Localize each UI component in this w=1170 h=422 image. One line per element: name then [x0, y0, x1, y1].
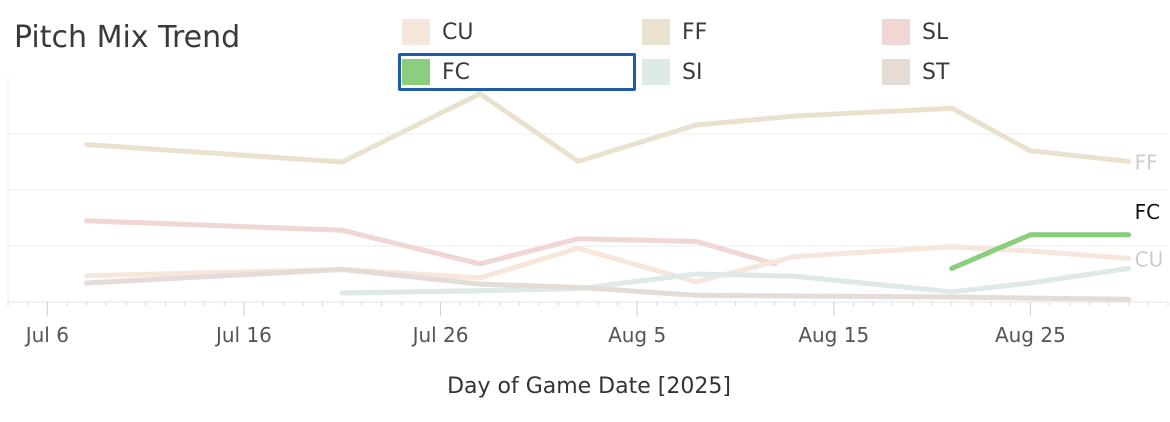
series-end-label-ff: FF	[1135, 150, 1158, 174]
chart-title: Pitch Mix Trend	[14, 20, 241, 55]
series-end-label-fc: FC	[1135, 200, 1160, 224]
legend-label: CU	[442, 19, 474, 45]
legend-item-sl[interactable]: SL	[878, 13, 1116, 51]
x-tick-label: Aug 25	[995, 323, 1066, 347]
legend-swatch	[402, 59, 430, 85]
x-tick-label: Jul 6	[24, 323, 69, 347]
legend-label: FF	[682, 19, 708, 45]
legend-item-cu[interactable]: CU	[398, 13, 636, 51]
x-tick-label: Aug 5	[608, 323, 666, 347]
legend-label: ST	[922, 59, 950, 85]
series-line-si	[339, 265, 1132, 296]
legend-swatch	[642, 59, 670, 85]
legend-label: FC	[442, 59, 471, 85]
series-line-ff	[84, 91, 1132, 165]
legend-item-fc[interactable]: FC	[398, 53, 636, 91]
legend-item-si[interactable]: SI	[638, 53, 876, 91]
legend-label: SL	[922, 19, 949, 45]
legend-swatch	[882, 19, 910, 45]
legend: CU FF SL FC SI ST	[0, 0, 1170, 100]
series-line-sl	[84, 218, 778, 267]
legend-label: SI	[682, 59, 703, 85]
x-tick-label: Jul 26	[411, 323, 469, 347]
legend-swatch	[882, 59, 910, 85]
legend-swatch	[402, 19, 430, 45]
x-axis-title: Day of Game Date [2025]	[447, 374, 731, 399]
x-tick-label: Aug 15	[798, 323, 869, 347]
series-end-label-cu: CU	[1135, 247, 1164, 271]
legend-swatch	[642, 19, 670, 45]
legend-item-st[interactable]: ST	[878, 53, 1116, 91]
x-tick-label: Jul 16	[214, 323, 272, 347]
legend-item-ff[interactable]: FF	[638, 13, 876, 51]
series-line-fc	[949, 232, 1132, 271]
series-line-st	[84, 267, 1132, 302]
